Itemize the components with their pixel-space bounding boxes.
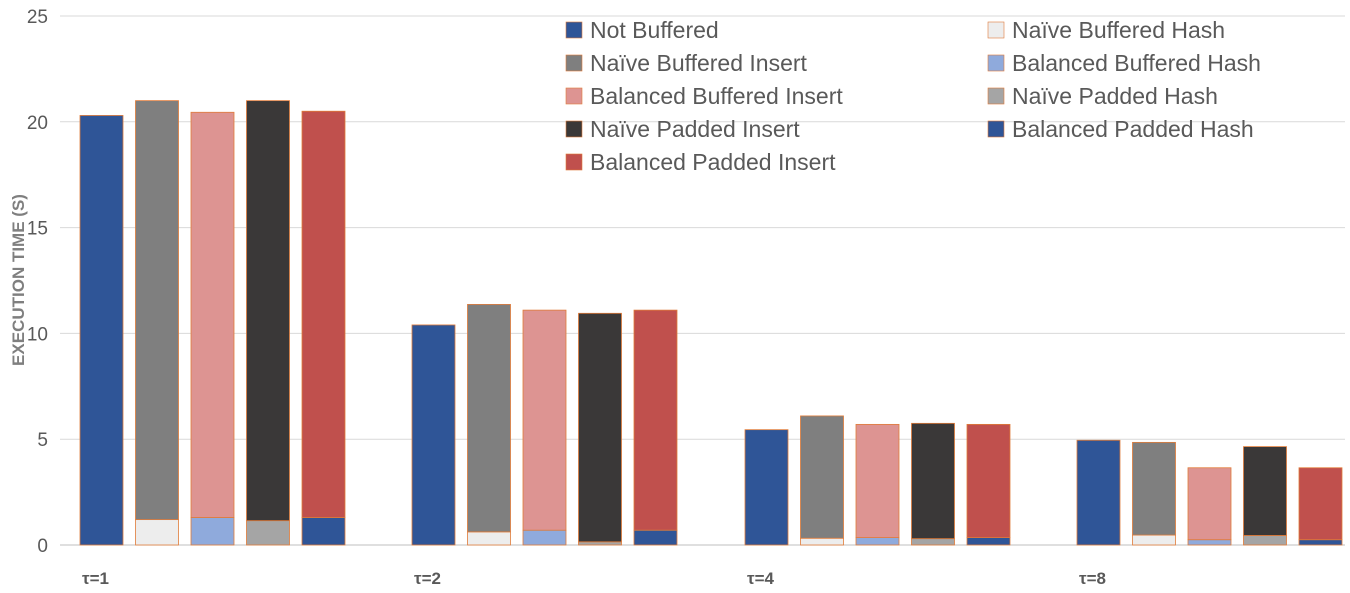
bar-naive-buffered-insert-4 — [1132, 441, 1176, 536]
bar-naive-padded-insert-4 — [1243, 446, 1287, 536]
legend-swatch-balanced-buffered-insert — [565, 87, 583, 105]
y-axis-title: EXECUTION TIME (S) — [9, 194, 28, 366]
legend-swatch-naive-buffered-insert — [565, 54, 583, 72]
legend: Not Buffered Naïve Buffered Hash Naïve Buf… — [565, 17, 1261, 175]
x-category-label: τ=1 — [82, 569, 109, 588]
legend-swatch-naive-padded-insert — [565, 120, 583, 138]
legend-label-naive-buffered-hash: Naïve Buffered Hash — [1012, 17, 1225, 43]
bar-balanced-buffered-hash-3 — [855, 537, 900, 546]
legend-swatch-balanced-padded-insert — [565, 153, 583, 171]
x-category-label: τ=2 — [414, 569, 441, 588]
legend-label-balanced-buffered-insert: Balanced Buffered Insert — [590, 83, 843, 109]
x-category-label: τ=4 — [747, 569, 775, 588]
bar-naive-padded-insert-2 — [578, 312, 622, 543]
legend-swatch-balanced-buffered-hash — [987, 54, 1005, 72]
legend-label-balanced-buffered-hash: Balanced Buffered Hash — [1012, 50, 1261, 76]
bar-balanced-buffered-hash-4 — [1187, 539, 1232, 546]
legend-swatch-naive-padded-hash — [987, 87, 1005, 105]
y-tick-label: 0 — [37, 536, 48, 557]
bar-naive-padded-insert-3 — [911, 422, 955, 540]
bar-naive-buffered-hash-1 — [135, 519, 179, 546]
x-axis-categories: τ=1 τ=2 τ=4 τ=8 — [82, 569, 1106, 588]
bar-not-buffered-1 — [79, 115, 124, 546]
legend-swatch-naive-buffered-hash — [987, 21, 1005, 39]
bar-not-buffered-3 — [744, 429, 789, 546]
bar-naive-padded-hash-3 — [911, 538, 955, 546]
y-tick-label: 5 — [37, 430, 48, 451]
bar-naive-buffered-hash-3 — [800, 537, 844, 546]
bar-naive-padded-insert-1 — [246, 100, 290, 522]
bar-naive-buffered-hash-2 — [467, 531, 511, 546]
x-category-label: τ=8 — [1079, 569, 1106, 588]
bar-balanced-padded-hash-2 — [633, 529, 678, 546]
bar-balanced-padded-hash-4 — [1298, 539, 1343, 546]
bars — [79, 100, 1343, 546]
bar-balanced-buffered-insert-3 — [855, 423, 900, 538]
y-tick-label: 10 — [27, 324, 48, 345]
legend-label-balanced-padded-insert: Balanced Padded Insert — [590, 149, 836, 175]
y-tick-label: 15 — [27, 219, 48, 240]
bar-not-buffered-2 — [411, 324, 456, 546]
bar-balanced-buffered-insert-1 — [190, 111, 235, 518]
bar-balanced-padded-insert-3 — [966, 423, 1011, 538]
y-tick-label: 20 — [27, 113, 48, 134]
bar-naive-buffered-hash-4 — [1132, 534, 1176, 546]
bar-naive-padded-hash-2 — [578, 541, 622, 546]
bar-balanced-buffered-insert-2 — [522, 309, 567, 531]
bar-balanced-buffered-hash-1 — [190, 517, 235, 546]
bar-naive-padded-hash-1 — [246, 520, 290, 546]
legend-swatch-balanced-padded-hash — [987, 120, 1005, 138]
bar-balanced-padded-hash-1 — [301, 517, 346, 546]
bar-naive-buffered-insert-3 — [800, 415, 844, 539]
bar-naive-buffered-insert-2 — [467, 304, 511, 533]
bar-balanced-padded-insert-4 — [1298, 467, 1343, 541]
bar-balanced-padded-insert-2 — [633, 309, 678, 531]
legend-label-not-buffered: Not Buffered — [590, 17, 719, 43]
legend-swatch-not-buffered — [565, 21, 583, 39]
bar-balanced-padded-insert-1 — [301, 110, 346, 518]
y-axis-ticks: 0 5 10 15 20 25 — [27, 7, 48, 557]
legend-label-balanced-padded-hash: Balanced Padded Hash — [1012, 116, 1254, 142]
bar-balanced-buffered-insert-4 — [1187, 467, 1232, 541]
bar-balanced-buffered-hash-2 — [522, 529, 567, 546]
bar-naive-buffered-insert-1 — [135, 100, 179, 521]
legend-label-naive-padded-insert: Naïve Padded Insert — [590, 116, 800, 142]
y-tick-label: 25 — [27, 7, 48, 28]
legend-label-naive-buffered-insert: Naïve Buffered Insert — [590, 50, 808, 76]
bar-not-buffered-4 — [1076, 439, 1121, 546]
bar-balanced-padded-hash-3 — [966, 537, 1011, 546]
legend-label-naive-padded-hash: Naïve Padded Hash — [1012, 83, 1218, 109]
bar-naive-padded-hash-4 — [1243, 535, 1287, 546]
